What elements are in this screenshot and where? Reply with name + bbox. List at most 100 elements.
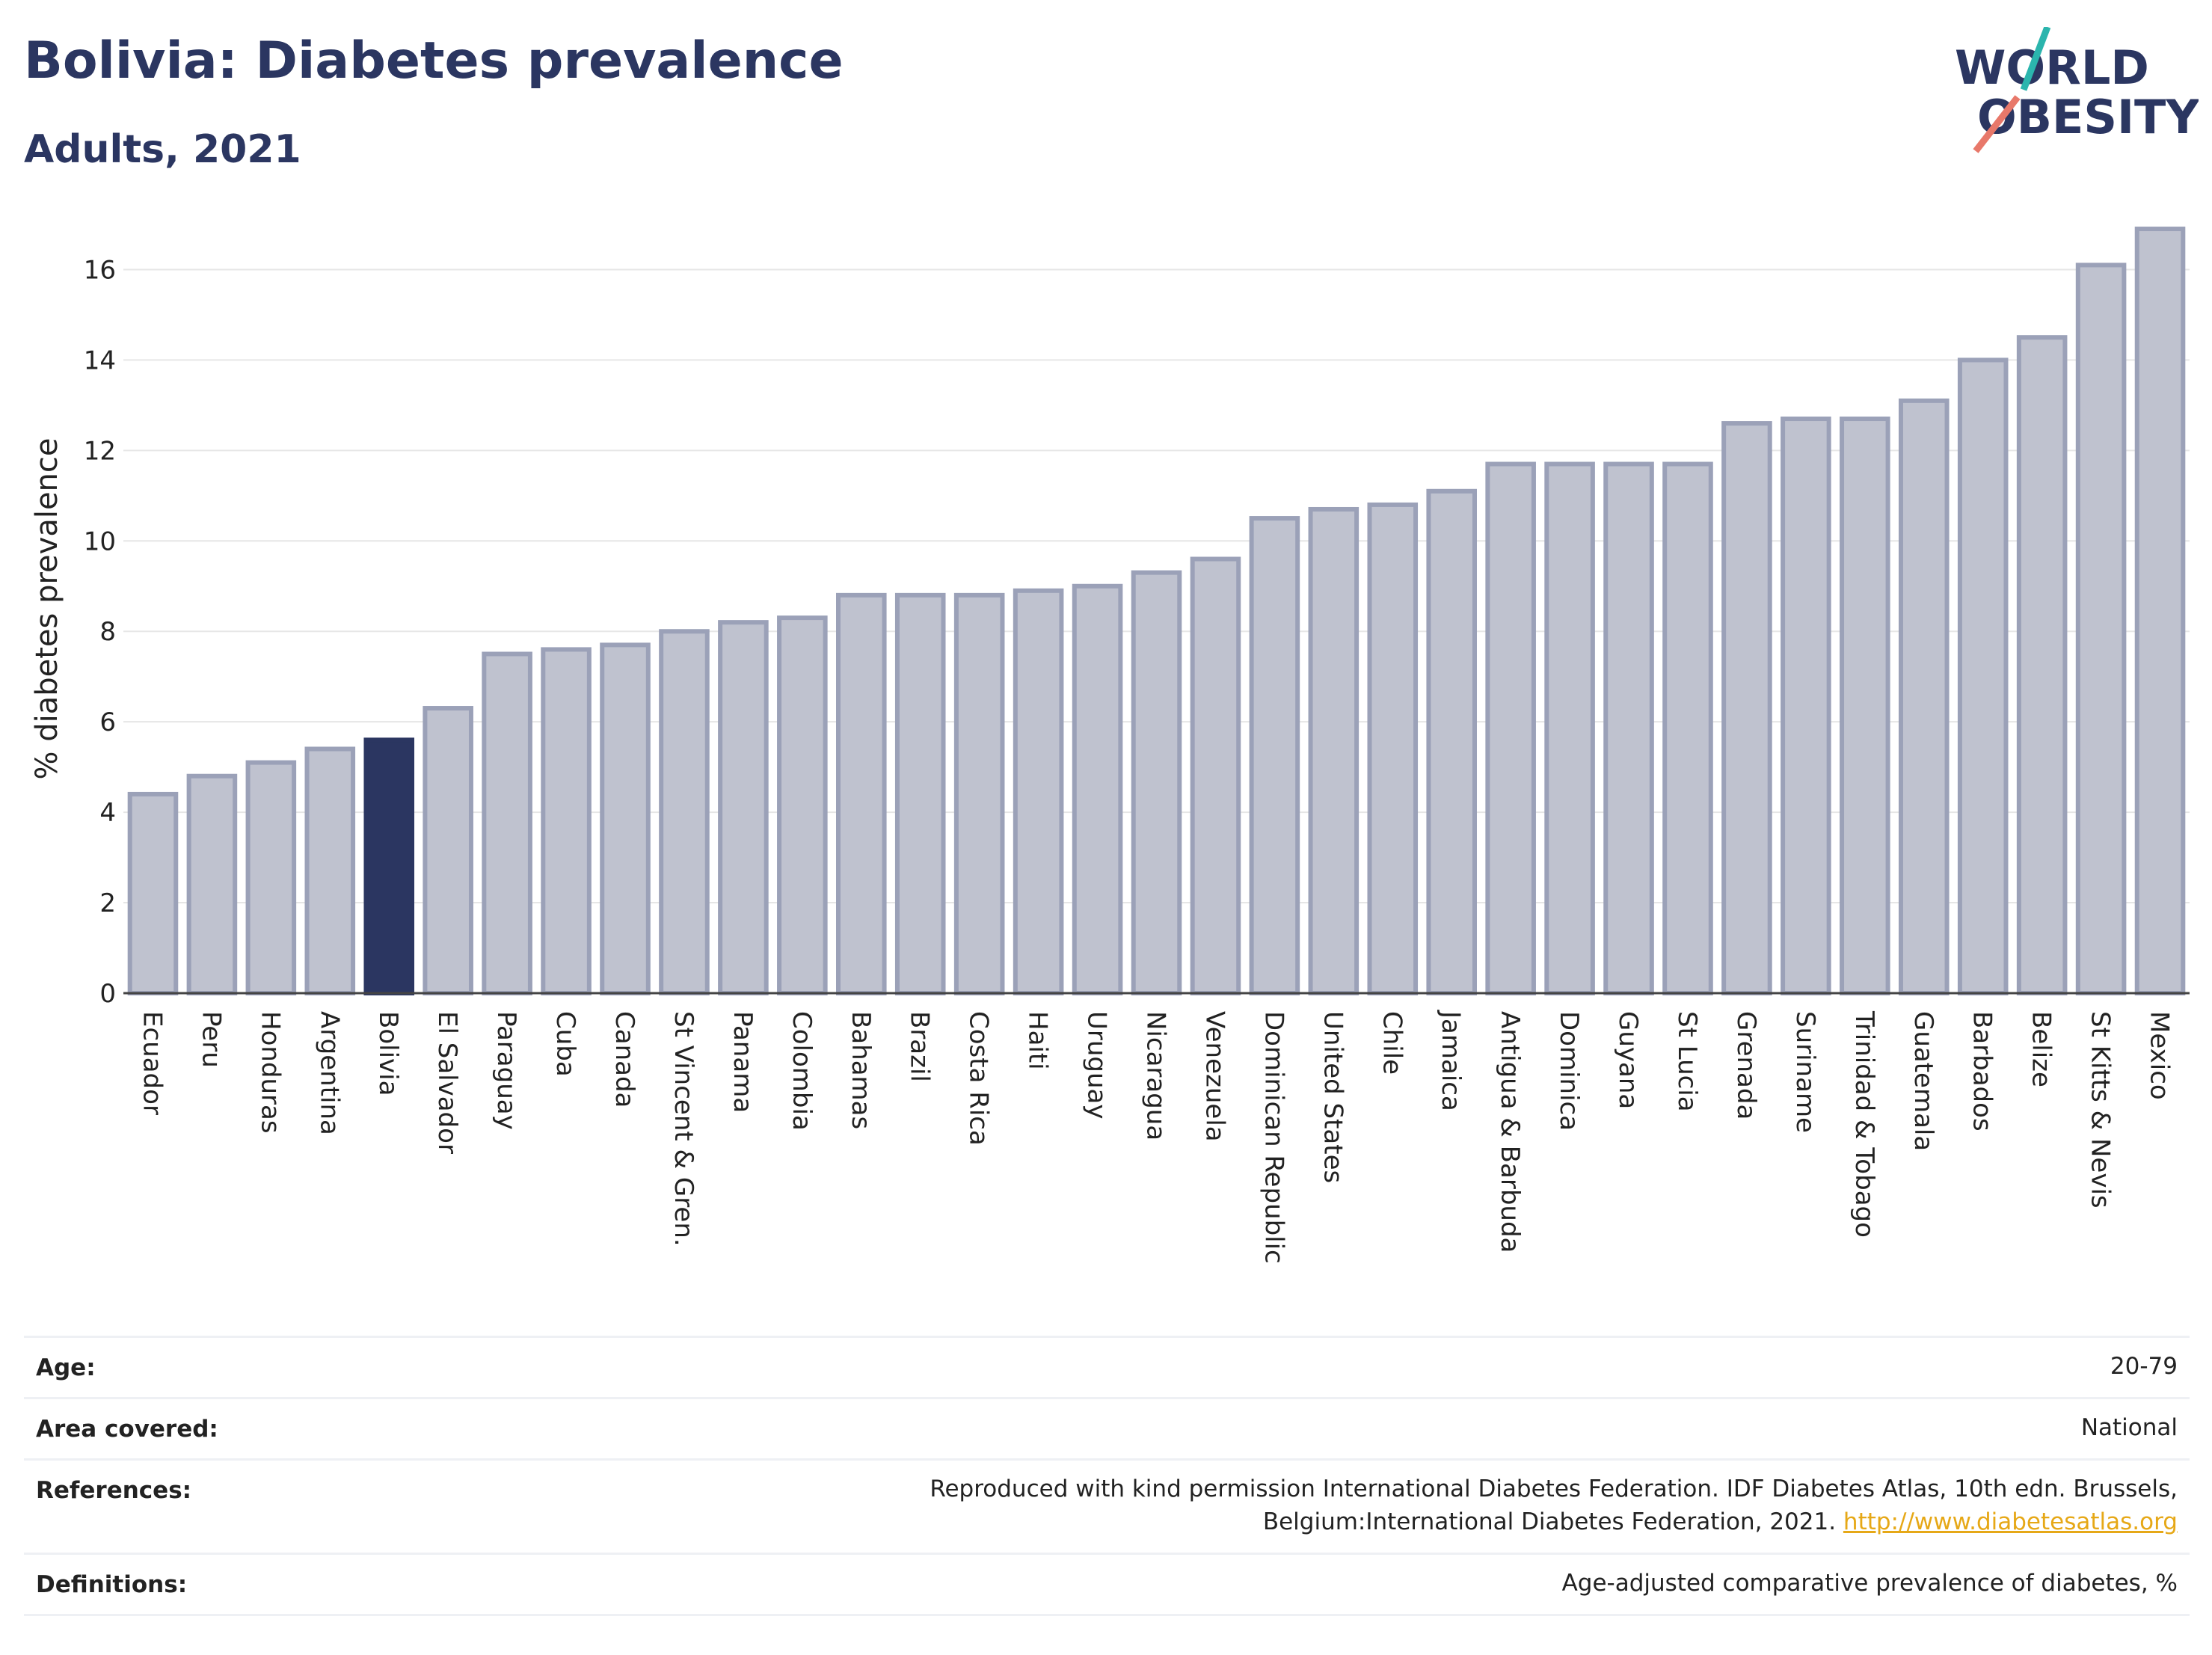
x-tick-label: St Lucia	[1672, 1011, 1702, 1112]
bar	[1957, 357, 2009, 996]
bar	[423, 706, 473, 995]
bar	[1662, 461, 1713, 995]
x-tick-label: Bolivia	[373, 1011, 403, 1096]
bar	[835, 592, 887, 995]
x-tick-label: Antigua & Barbuda	[1495, 1011, 1525, 1253]
x-tick-label: St Vincent & Gren.	[669, 1011, 698, 1247]
logo-slash-teal	[2020, 27, 2051, 91]
bar	[1781, 417, 1831, 995]
bar	[600, 642, 651, 995]
bar	[1131, 570, 1182, 995]
bar	[1013, 588, 1064, 995]
world-obesity-logo: WORLD OBESITY	[1955, 27, 2199, 153]
x-tick-label: Bahamas	[846, 1011, 876, 1129]
metadata-value: Reproduced with kind permission Internat…	[689, 1473, 2178, 1538]
x-tick-label: Barbados	[1967, 1011, 1997, 1132]
chart-subtitle: Adults, 2021	[24, 127, 301, 172]
bar	[1426, 488, 1478, 995]
bar	[1898, 398, 1950, 995]
x-tick-label: Nicaragua	[1141, 1011, 1171, 1140]
x-tick-label: Haiti	[1023, 1011, 1053, 1070]
metadata-bottom-rule	[24, 1614, 2190, 1616]
bar	[186, 773, 238, 996]
logo-word-world: WORLD	[1955, 40, 2149, 95]
metadata-value: National	[2080, 1414, 2178, 1441]
x-tick-label: Dominican Republic	[1259, 1011, 1288, 1264]
y-axis-label: % diabetes prevalence	[30, 437, 64, 779]
x-tick-label: Grenada	[1731, 1011, 1761, 1120]
x-tick-label: United States	[1318, 1011, 1348, 1183]
reference-text: Reproduced with kind permission Internat…	[930, 1476, 2178, 1535]
x-tick-label: Brazil	[905, 1011, 935, 1082]
bar	[1721, 421, 1772, 995]
y-tick-label: 6	[99, 707, 116, 737]
x-tick-label: Honduras	[255, 1011, 285, 1134]
bar	[1308, 506, 1360, 995]
bar-chart: 0 2 4 6 8 10 12 14 16 % diabetes prevalence Ecuado…	[30, 227, 2190, 1264]
y-tick-label: 14	[84, 346, 116, 375]
x-tick-label: Argentina	[314, 1011, 344, 1135]
x-tick-label: Venezuela	[1199, 1011, 1229, 1142]
x-tick-label: Canada	[609, 1011, 639, 1108]
bar	[482, 651, 532, 995]
bar	[777, 615, 828, 995]
x-tick-label: Trinidad & Tobago	[1849, 1010, 1879, 1238]
metadata-key: References:	[36, 1477, 192, 1504]
bar	[363, 737, 415, 995]
bar	[1840, 417, 1890, 995]
x-tick-label: St Kitts & Nevis	[2086, 1011, 2116, 1209]
x-tick-label: Ecuador	[137, 1011, 167, 1115]
x-tick-label: Uruguay	[1082, 1011, 1112, 1120]
metadata-key: Age:	[36, 1354, 96, 1381]
bar	[1544, 461, 1595, 995]
x-tick-label: El Salvador	[432, 1011, 462, 1154]
bar	[1367, 502, 1419, 995]
chart-title: Bolivia: Diabetes prevalence	[24, 31, 844, 90]
metadata-value: 20-79	[2110, 1353, 2178, 1380]
metadata-value: Age-adjusted comparative prevalence of d…	[1561, 1570, 2178, 1597]
bar	[894, 592, 946, 995]
y-tick-label: 12	[84, 436, 116, 466]
x-tick-label: Guyana	[1613, 1011, 1643, 1109]
y-tick-label: 8	[99, 617, 116, 647]
y-tick-label: 2	[99, 888, 116, 918]
bar	[1190, 556, 1241, 995]
x-tick-label: Guatemala	[1908, 1011, 1938, 1151]
x-tick-label: Belize	[2027, 1011, 2056, 1087]
reference-link[interactable]: http://www.diabetesatlas.org	[1843, 1508, 2178, 1535]
bar	[541, 647, 592, 995]
bar	[1249, 516, 1300, 995]
x-tick-label: Jamaica	[1436, 1010, 1466, 1111]
x-tick-label: Mexico	[2145, 1011, 2175, 1100]
bar	[2016, 335, 2068, 996]
x-tick-label: Chile	[1377, 1011, 1407, 1075]
x-tick-label: Suriname	[1790, 1011, 1820, 1133]
x-tick-label: Cuba	[550, 1011, 580, 1077]
bar	[1485, 461, 1536, 995]
bar	[1072, 583, 1123, 995]
x-tick-label: Costa Rica	[964, 1011, 994, 1146]
x-tick-label: Paraguay	[491, 1011, 521, 1130]
bar	[659, 629, 710, 995]
x-tick-label: Dominica	[1554, 1011, 1584, 1131]
bar	[1603, 461, 1654, 995]
metadata-row: Definitions: Age-adjusted comparative pre…	[24, 1553, 2190, 1616]
x-tick-label: Panama	[728, 1011, 758, 1113]
x-tick-label: Colombia	[787, 1011, 817, 1131]
bar	[2075, 262, 2127, 995]
metadata-row: Area covered: National	[24, 1397, 2190, 1461]
bar	[718, 620, 769, 995]
bar	[245, 760, 297, 995]
bar	[127, 791, 179, 996]
bar	[2134, 227, 2186, 995]
metadata-key: Area covered:	[36, 1416, 218, 1443]
metadata-row: References: Reproduced with kind permissi…	[24, 1458, 2190, 1555]
bar	[953, 592, 1005, 995]
y-tick-label: 10	[84, 526, 116, 556]
metadata-row: Age: 20-79	[24, 1336, 2190, 1399]
x-tick-label: Peru	[196, 1011, 226, 1068]
y-tick-label: 0	[99, 979, 116, 1009]
bar	[304, 746, 356, 995]
metadata-key: Definitions:	[36, 1571, 188, 1598]
logo-slash-coral	[1973, 95, 2021, 153]
